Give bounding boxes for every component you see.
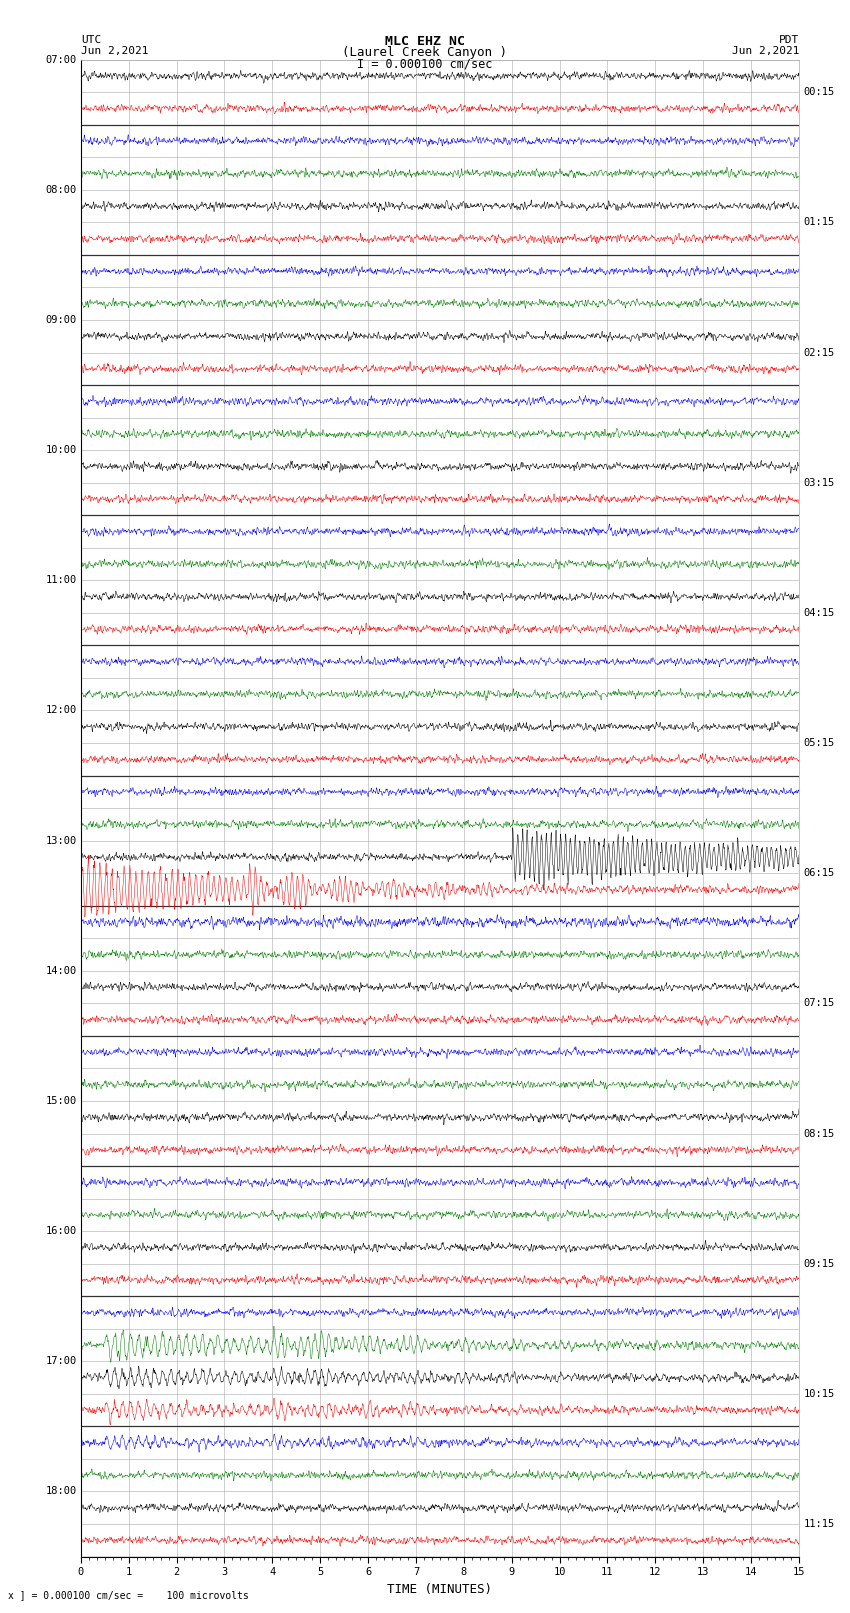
Text: 12:00: 12:00 [45,705,76,716]
Text: 07:00: 07:00 [45,55,76,65]
Text: 16:00: 16:00 [45,1226,76,1236]
Text: I = 0.000100 cm/sec: I = 0.000100 cm/sec [357,58,493,71]
Text: Jun 2,2021: Jun 2,2021 [81,45,148,56]
Text: 15:00: 15:00 [45,1095,76,1107]
Text: 11:15: 11:15 [803,1519,835,1529]
Text: 17:00: 17:00 [45,1357,76,1366]
Text: 10:00: 10:00 [45,445,76,455]
Text: (Laurel Creek Canyon ): (Laurel Creek Canyon ) [343,45,507,60]
Text: 04:15: 04:15 [803,608,835,618]
Text: x ] = 0.000100 cm/sec =    100 microvolts: x ] = 0.000100 cm/sec = 100 microvolts [8,1590,249,1600]
Text: 01:15: 01:15 [803,218,835,227]
Text: 10:15: 10:15 [803,1389,835,1398]
Text: 05:15: 05:15 [803,739,835,748]
Text: MLC EHZ NC: MLC EHZ NC [385,35,465,48]
Text: 08:00: 08:00 [45,185,76,195]
Text: 14:00: 14:00 [45,966,76,976]
Text: 08:15: 08:15 [803,1129,835,1139]
Text: 07:15: 07:15 [803,998,835,1008]
Text: 13:00: 13:00 [45,836,76,845]
X-axis label: TIME (MINUTES): TIME (MINUTES) [388,1582,492,1595]
Text: 18:00: 18:00 [45,1487,76,1497]
Text: 11:00: 11:00 [45,576,76,586]
Text: 03:15: 03:15 [803,477,835,487]
Text: 02:15: 02:15 [803,347,835,358]
Text: 06:15: 06:15 [803,868,835,877]
Text: 00:15: 00:15 [803,87,835,97]
Text: Jun 2,2021: Jun 2,2021 [732,45,799,56]
Text: 09:00: 09:00 [45,315,76,324]
Text: UTC: UTC [81,35,101,45]
Text: 09:15: 09:15 [803,1258,835,1269]
Text: PDT: PDT [779,35,799,45]
